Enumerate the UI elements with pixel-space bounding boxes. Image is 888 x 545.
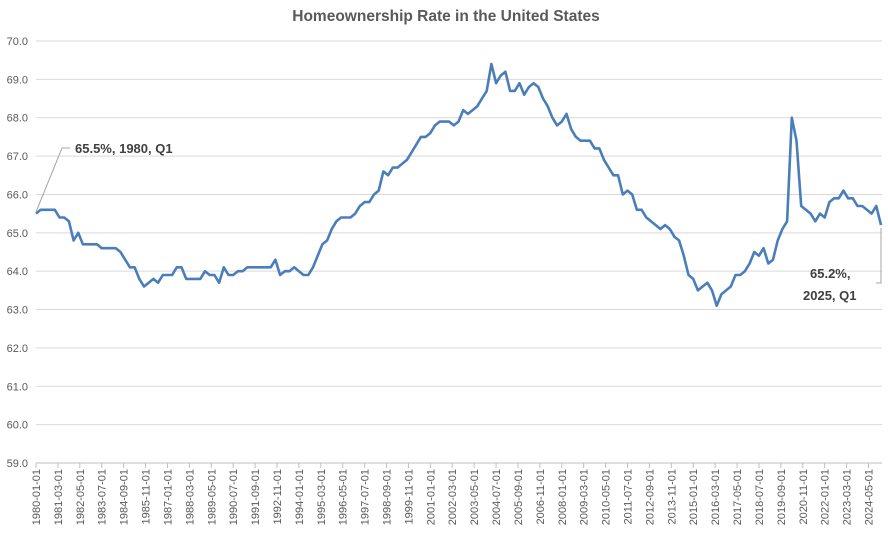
x-tick-label: 1995-03-01: [316, 469, 328, 525]
y-tick-label: 61.0: [7, 381, 28, 393]
y-tick-label: 65.0: [7, 228, 28, 240]
x-tick-label: 1997-07-01: [360, 469, 372, 525]
x-tick-label: 2013-11-01: [666, 469, 678, 524]
end-annotation-line1: 65.2%,: [810, 266, 850, 281]
x-tick-label: 1990-07-01: [228, 469, 240, 525]
x-tick-label: 1985-11-01: [141, 469, 153, 524]
x-tick-label: 1992-11-01: [272, 469, 284, 524]
series-line-homeownership-rate: [35, 62, 883, 307]
x-axis-ticks: 1980-01-01 1981-03-01 1982-05-01 1983-07-01…: [31, 463, 875, 525]
x-tick-label: 2018-07-01: [754, 469, 766, 525]
x-tick-label: 1980-01-01: [31, 469, 43, 525]
x-tick-label: 2022-01-01: [820, 469, 832, 525]
y-tick-label: 63.0: [7, 305, 28, 317]
y-tick-label: 59.0: [7, 458, 28, 470]
x-tick-label: 2015-01-01: [688, 469, 700, 525]
y-tick-label: 60.0: [7, 420, 28, 432]
x-tick-label: 2008-01-01: [557, 469, 569, 525]
x-tick-label: 1994-01-01: [294, 469, 306, 525]
x-tick-label: 2001-01-01: [425, 469, 437, 525]
x-tick-label: 2012-09-01: [644, 469, 656, 525]
x-tick-label: 2011-07-01: [623, 469, 635, 524]
x-tick-label: 1982-05-01: [75, 469, 87, 525]
x-tick-label: 2004-07-01: [491, 469, 503, 525]
x-tick-label: 2002-03-01: [447, 469, 459, 525]
y-tick-label: 66.0: [7, 189, 28, 201]
x-tick-label: 1991-09-01: [250, 469, 262, 525]
x-tick-label: 2023-03-01: [842, 469, 854, 525]
x-tick-label: 1989-05-01: [206, 469, 218, 525]
y-tick-label: 70.0: [7, 36, 28, 48]
x-tick-label: 1987-01-01: [162, 469, 174, 525]
y-tick-label: 64.0: [7, 266, 28, 278]
start-annotation: 65.5%, 1980, Q1: [75, 141, 173, 156]
y-tick-label: 67.0: [7, 151, 28, 163]
end-annotation-leader: [876, 228, 882, 284]
x-tick-label: 2009-03-01: [579, 469, 591, 525]
x-tick-label: 2005-09-01: [513, 469, 525, 525]
x-tick-label: 1988-03-01: [184, 469, 196, 525]
x-tick-label: 2016-03-01: [710, 469, 722, 525]
x-tick-label: 2006-11-01: [535, 469, 547, 524]
x-tick-label: 1998-09-01: [382, 469, 394, 525]
y-axis-ticks: 59.0 60.0 61.0 62.0 63.0 64.0 65.0 66.0 67.0 68.0…: [7, 36, 28, 470]
x-tick-label: 1984-09-01: [119, 469, 131, 525]
x-tick-label: 1983-07-01: [97, 469, 109, 525]
gridlines: [36, 40, 882, 426]
x-tick-label: 2024-05-01: [863, 469, 875, 525]
x-tick-label: 2003-05-01: [469, 469, 481, 525]
end-annotation-line2: 2025, Q1: [803, 288, 857, 303]
y-tick-label: 69.0: [7, 74, 28, 86]
x-tick-label: 2019-09-01: [776, 469, 788, 525]
start-annotation-leader: [35, 147, 70, 213]
x-tick-label: 1999-11-01: [403, 469, 415, 524]
x-tick-label: 2020-11-01: [798, 469, 810, 524]
y-tick-label: 62.0: [7, 343, 28, 355]
x-tick-label: 1996-05-01: [338, 469, 350, 525]
y-tick-label: 68.0: [7, 113, 28, 125]
x-tick-label: 2010-05-01: [601, 469, 613, 525]
x-tick-label: 2017-05-01: [732, 469, 744, 525]
x-tick-label: 1981-03-01: [53, 469, 65, 525]
chart-title: Homeownership Rate in the United States: [292, 8, 599, 25]
